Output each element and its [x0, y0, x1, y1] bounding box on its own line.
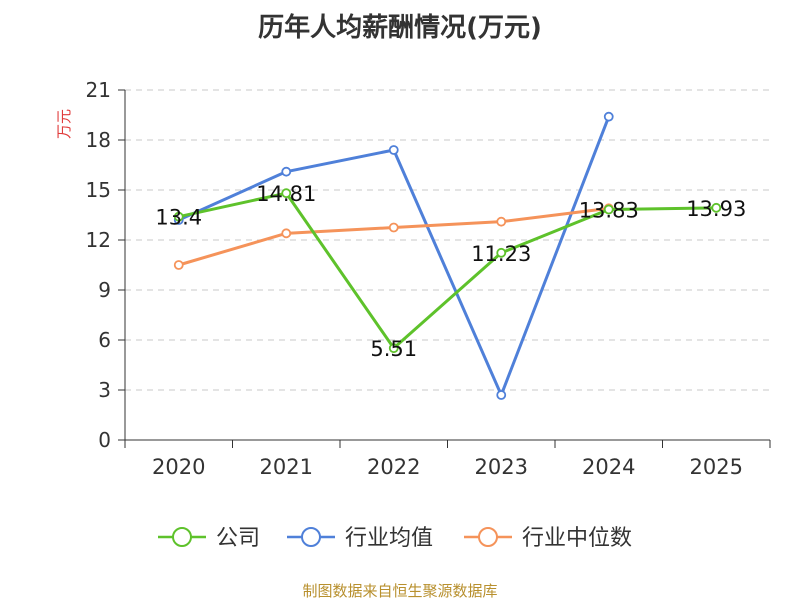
data-point	[711, 202, 722, 213]
y-tick-labels: 0 3 6 9 12 15 18 21	[86, 78, 111, 452]
legend-marker	[301, 527, 321, 547]
legend-label: 行业均值	[345, 526, 433, 551]
source-note: 制图数据来自恒生聚源数据库	[302, 582, 497, 600]
data-label: 14.81	[256, 182, 316, 206]
y-tick-label: 9	[98, 278, 111, 302]
data-labels: 13.4 14.81 5.51 11.23 13.83 13.93	[155, 182, 746, 361]
data-label: 11.23	[471, 242, 531, 266]
data-point	[496, 216, 507, 227]
legend-marker	[172, 527, 192, 547]
x-tick-label: 2021	[260, 455, 313, 479]
y-tick-label: 18	[86, 128, 111, 152]
y-tick-label: 12	[86, 228, 111, 252]
axes	[118, 89, 771, 448]
data-point	[281, 228, 292, 239]
x-tick-labels: 2020 2021 2022 2023 2024 2025	[152, 455, 743, 479]
data-point	[173, 211, 184, 222]
legend: 公司 行业均值 行业中位数	[158, 526, 632, 551]
data-point	[496, 247, 507, 258]
data-point	[603, 204, 614, 215]
y-tick-label: 0	[98, 428, 111, 452]
data-point	[496, 390, 507, 400]
data-point	[281, 188, 292, 199]
y-tick-label: 3	[98, 378, 111, 402]
data-label: 13.83	[579, 199, 639, 223]
legend-item-0[interactable]: 公司	[158, 526, 260, 551]
series-2	[173, 203, 614, 270]
y-tick-label: 21	[86, 78, 111, 102]
data-point	[281, 166, 292, 177]
x-tick-label: 2023	[475, 455, 528, 479]
x-tick-label: 2020	[152, 455, 205, 479]
y-tick-label: 6	[98, 328, 111, 352]
legend-item-2[interactable]: 行业中位数	[464, 526, 632, 551]
series-0	[173, 188, 722, 354]
data-point	[388, 343, 399, 354]
legend-label: 公司	[216, 526, 260, 551]
x-tick-label: 2022	[367, 455, 420, 479]
y-tick-label: 15	[86, 178, 111, 202]
x-tick-label: 2025	[690, 455, 743, 479]
data-point	[388, 222, 399, 233]
series-group	[173, 111, 722, 400]
series-line	[178, 191, 717, 350]
data-point	[388, 145, 399, 155]
data-label: 13.4	[155, 206, 202, 230]
legend-label: 行业中位数	[522, 526, 632, 551]
data-point	[173, 260, 184, 270]
data-point	[603, 111, 614, 122]
y-axis-label: 万元	[55, 109, 73, 139]
data-label: 5.51	[370, 337, 417, 361]
grid-lines	[125, 89, 770, 391]
x-tick-label: 2024	[582, 455, 635, 479]
legend-marker	[478, 527, 498, 547]
data-label: 13.93	[686, 197, 746, 221]
legend-item-1[interactable]: 行业均值	[287, 526, 433, 551]
chart-title: 历年人均薪酬情况(万元)	[258, 12, 542, 43]
